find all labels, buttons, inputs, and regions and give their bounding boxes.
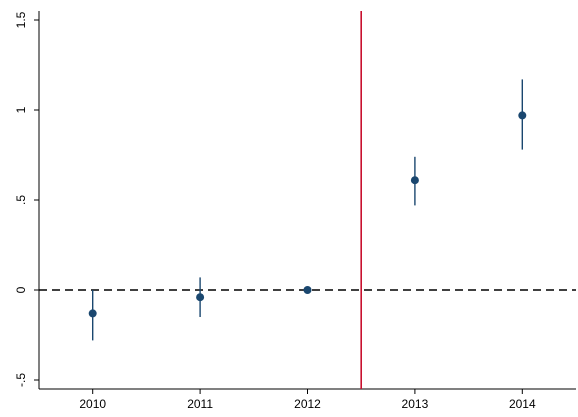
- reference-lines-layer: [39, 11, 576, 389]
- y-tick-label: 1: [14, 106, 28, 113]
- point-estimate: [88, 309, 97, 318]
- x-tick-label: 2012: [294, 397, 321, 411]
- point-estimate: [196, 293, 205, 302]
- y-tick-label: -.5: [14, 373, 28, 387]
- x-tick-label: 2010: [79, 397, 106, 411]
- point-estimate: [303, 286, 312, 294]
- axes-layer: -.5 0 .5 1 1.5 2010 2011 2012 2013 2014: [14, 11, 576, 411]
- x-tick-label: 2014: [509, 397, 536, 411]
- x-tick-label: 2011: [187, 397, 213, 411]
- point-estimate: [410, 176, 419, 185]
- marks-layer: [88, 79, 527, 341]
- y-tick-label: 1.5: [14, 11, 28, 28]
- x-tick-label: 2013: [402, 397, 429, 411]
- y-tick-label: 0: [14, 286, 28, 293]
- y-tick-label: .5: [14, 195, 28, 205]
- point-estimate: [518, 111, 527, 120]
